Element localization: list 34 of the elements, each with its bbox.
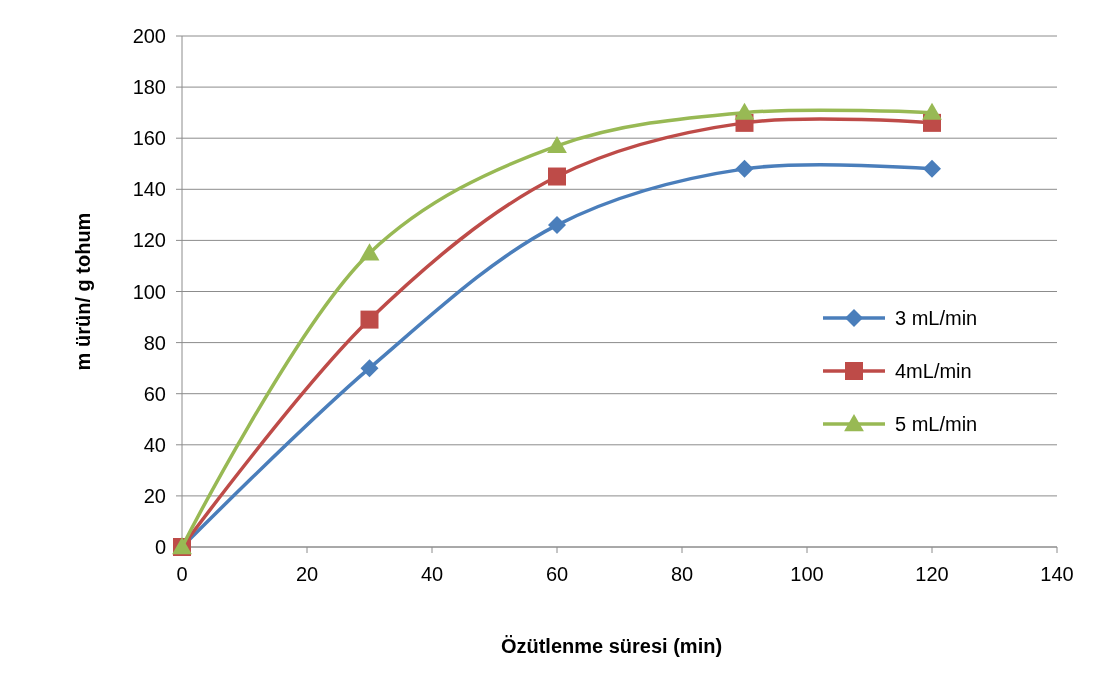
point [922, 102, 942, 120]
y-tick-label: 20 [143, 484, 166, 507]
x-tick-label: 100 [790, 563, 824, 585]
legend-label: 4mL/min [895, 360, 972, 382]
x-tick-label: 60 [545, 563, 569, 585]
point [735, 159, 754, 178]
y-tick-label: 80 [143, 331, 166, 354]
y-tick-label: 40 [143, 433, 166, 456]
y-axis-title: m ürün/ g tohum [72, 212, 94, 371]
legend-label: 5 mL/min [895, 413, 978, 435]
y-tick-label: 180 [132, 76, 166, 99]
y-tick-label: 60 [143, 382, 166, 405]
x-tick-label: 80 [670, 563, 694, 585]
legend-label: 3 mL/min [895, 307, 978, 329]
point [548, 216, 566, 235]
point [360, 359, 379, 378]
y-tick-label: 120 [132, 229, 166, 252]
y-tick-label: 160 [132, 127, 166, 150]
x-tick-label: 20 [295, 563, 319, 585]
point [360, 310, 379, 329]
point [547, 135, 567, 154]
y-tick-label: 100 [132, 280, 166, 303]
x-tick-label: 120 [915, 563, 949, 585]
y-tick-label: 140 [132, 178, 166, 201]
point [734, 102, 755, 120]
point [548, 167, 566, 186]
x-tick-label: 140 [1040, 563, 1074, 585]
x-tick-label: 40 [420, 563, 444, 585]
x-axis-title: Özütlenme süresi (min) [500, 635, 723, 657]
point [359, 243, 380, 261]
y-tick-label: 0 [154, 536, 166, 558]
point [923, 159, 941, 178]
x-tick-label: 0 [176, 563, 188, 585]
y-tick-label: 200 [132, 25, 166, 47]
